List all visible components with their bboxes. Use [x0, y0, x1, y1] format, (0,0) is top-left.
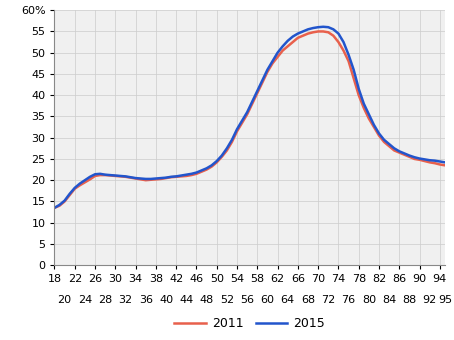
2011 — [77, 183, 83, 187]
2015 — [118, 174, 123, 178]
2011 — [178, 174, 184, 179]
2015 — [77, 182, 83, 186]
Line: 2011: 2011 — [54, 32, 445, 208]
2015 — [321, 25, 326, 29]
2015 — [178, 173, 184, 177]
2011 — [250, 102, 255, 106]
2015 — [442, 160, 448, 165]
2015 — [336, 32, 341, 36]
2015 — [52, 206, 57, 210]
2011 — [316, 30, 321, 34]
2015 — [219, 154, 225, 158]
Legend: 2011, 2015: 2011, 2015 — [169, 312, 330, 336]
2015 — [250, 100, 255, 104]
2011 — [442, 163, 448, 167]
2011 — [118, 174, 123, 179]
2011 — [336, 40, 341, 44]
2011 — [219, 155, 225, 159]
2011 — [52, 206, 57, 210]
Line: 2015: 2015 — [54, 27, 445, 208]
